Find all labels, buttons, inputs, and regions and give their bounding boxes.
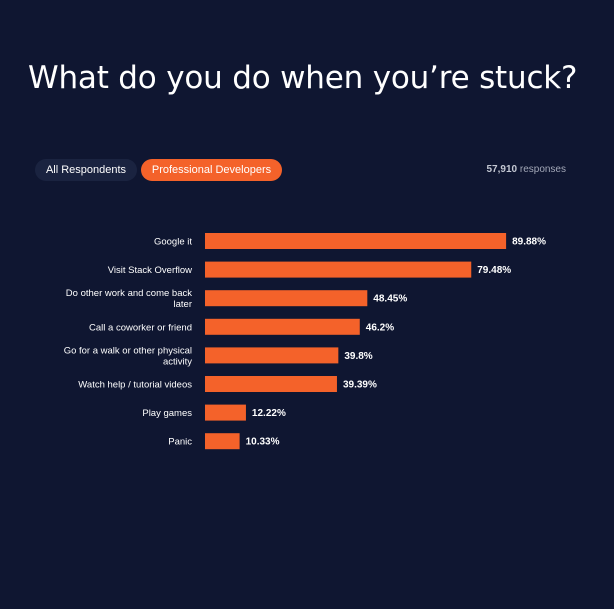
bar-4 <box>205 318 360 335</box>
category-label-6: Watch help / tutorial videos <box>78 380 192 391</box>
responses-number: 57,910 <box>486 164 518 175</box>
category-label-1: Google it <box>154 237 192 248</box>
value-label-7: 12.22% <box>252 408 286 419</box>
value-label-3: 48.45% <box>373 294 407 305</box>
tab-professional-developers[interactable]: Professional Developers <box>141 159 282 181</box>
value-label-5: 39.8% <box>344 351 372 362</box>
bar-7 <box>205 404 246 421</box>
category-label-3-line-1: Do other work and come back <box>66 288 192 299</box>
bar-5 <box>205 347 339 364</box>
category-label-3-line-2: later <box>174 299 192 310</box>
responses-label: responses <box>519 164 566 175</box>
value-label-4: 46.2% <box>366 322 394 333</box>
category-label-2: Visit Stack Overflow <box>108 265 192 276</box>
category-label-5-line-1: Go for a walk or other physical <box>64 345 192 356</box>
value-label-1: 89.88% <box>512 237 546 248</box>
page-title: What do you do when you’re stuck? <box>28 60 578 96</box>
tab-all-respondents[interactable]: All Respondents <box>35 159 137 181</box>
category-label-5-line-2: activity <box>163 356 192 367</box>
value-label-8: 10.33% <box>246 437 280 448</box>
category-label-7: Play games <box>142 408 192 419</box>
bar-1 <box>205 233 507 249</box>
category-label-8: Panic <box>168 437 192 448</box>
bar-3 <box>205 290 368 307</box>
value-label-2: 79.48% <box>477 265 511 276</box>
value-label-6: 39.39% <box>343 380 377 391</box>
bar-2 <box>205 261 472 278</box>
responses-count: 57,910 responses <box>486 164 566 175</box>
category-label-4: Call a coworker or friend <box>89 322 192 333</box>
bar-6 <box>205 376 337 392</box>
bar-8 <box>205 433 240 450</box>
